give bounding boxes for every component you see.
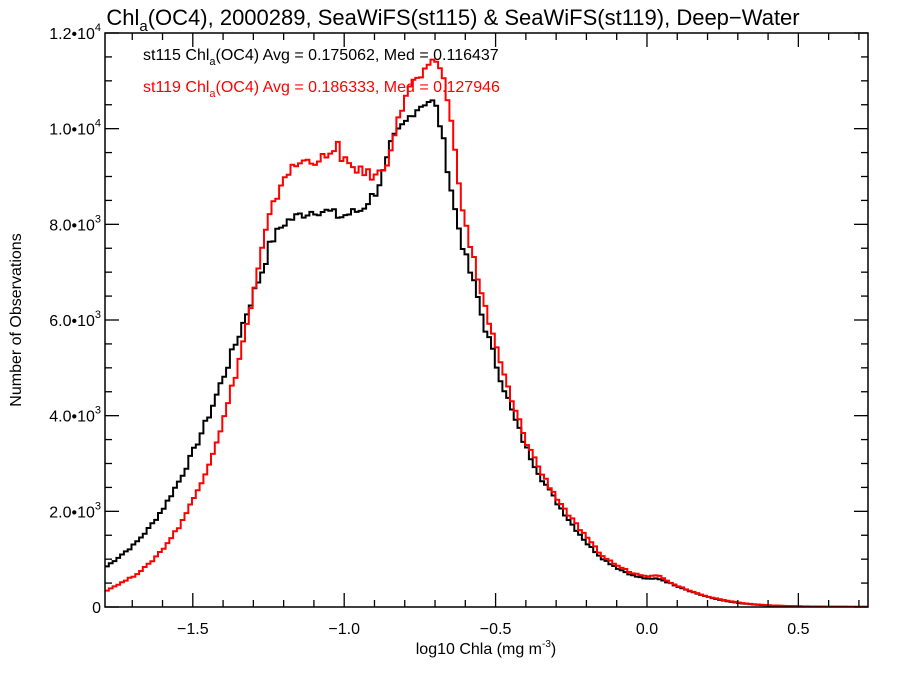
x-axis-label: log10 Chla (mg m-3): [416, 639, 557, 658]
series-line-st115: [105, 99, 868, 607]
x-tick-label: −1.5: [177, 621, 209, 638]
x-tick-label: 0.5: [787, 621, 809, 638]
y-tick-label: 1.2•104: [49, 22, 101, 43]
y-tick-label: 1.0•104: [49, 118, 101, 139]
y-axis-label: Number of Observations: [8, 233, 25, 406]
y-tick-label: 4.0•103: [49, 405, 101, 426]
y-tick-label: 8.0•103: [49, 213, 101, 234]
legend: st115 Chla(OC4) Avg = 0.175062, Med = 0.…: [143, 47, 500, 100]
y-tick-labels: 0 2.0•103 4.0•103 6.0•103 8.0•103 1.0•104 1.2•…: [49, 22, 101, 617]
x-tick-label: −0.5: [480, 621, 512, 638]
legend-entry-st119: st119 Chla(OC4) Avg = 0.186333, Med = 0.…: [143, 79, 500, 100]
axis-ticks: [105, 32, 868, 608]
chart-title: Chla(OC4), 2000289, SeaWiFS(st115) & Sea…: [106, 5, 799, 35]
y-tick-label: 2.0•103: [49, 500, 101, 521]
x-tick-label: 0.0: [636, 621, 658, 638]
series-layer: [105, 58, 868, 607]
y-tick-label: 0: [92, 600, 101, 617]
series-line-st119: [105, 58, 868, 607]
x-tick-label: −1.0: [328, 621, 360, 638]
x-tick-labels: −1.5 −1.0 −0.5 0.0 0.5: [177, 621, 810, 638]
legend-entry-st115: st115 Chla(OC4) Avg = 0.175062, Med = 0.…: [143, 47, 499, 68]
y-tick-label: 6.0•103: [49, 309, 101, 330]
